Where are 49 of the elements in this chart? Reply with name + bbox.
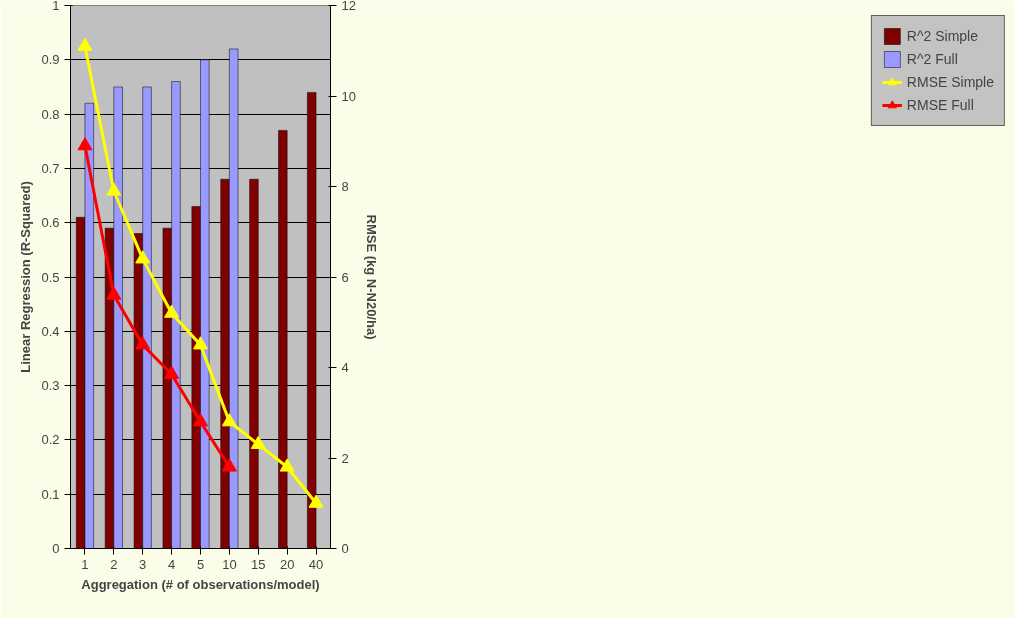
x-tick-label: 5 xyxy=(196,556,205,572)
y-tick-label: 0 xyxy=(52,541,60,556)
x-tick-label: 40 xyxy=(308,556,324,572)
y-tick-label: 0.6 xyxy=(41,215,60,231)
y2-tick-label: 12 xyxy=(341,0,356,13)
legend-label: RMSE Full xyxy=(906,97,974,113)
point xyxy=(193,413,208,427)
point xyxy=(164,304,180,318)
y-tick-label: 0.5 xyxy=(41,269,60,285)
x-tick-label: 15 xyxy=(251,556,266,572)
point xyxy=(308,494,324,508)
y-tick-label: 0.4 xyxy=(41,323,60,339)
y-tick-label: 0.2 xyxy=(41,432,60,448)
y2-tick-label: 8 xyxy=(341,179,349,194)
y2-tick-label: 10 xyxy=(341,88,356,104)
point xyxy=(77,37,93,51)
x-axis-title: Aggregation (# of observations/model) xyxy=(81,576,320,592)
point xyxy=(164,365,180,379)
x-tick-label: 10 xyxy=(222,556,237,572)
legend-label: R^2 Full xyxy=(906,51,958,67)
point xyxy=(77,137,93,151)
y2-tick-label: 0 xyxy=(341,541,349,556)
point xyxy=(135,336,151,350)
x-tick-label: 2 xyxy=(110,556,118,572)
y-tick-label: 0.9 xyxy=(41,52,60,68)
point xyxy=(193,336,208,350)
y-tick-label: 1 xyxy=(52,0,60,13)
legend-label: RMSE Simple xyxy=(906,74,994,90)
point xyxy=(106,286,122,300)
y-axis-title: Linear Regression (R-Squared) xyxy=(18,181,34,373)
y-tick-label: 0.3 xyxy=(41,378,60,394)
y2-tick-label: 6 xyxy=(341,269,349,285)
point xyxy=(135,250,151,264)
point xyxy=(221,458,237,472)
point xyxy=(279,458,295,472)
y2-axis-title: RMSE (kg N-N20/ha) xyxy=(363,214,379,340)
point xyxy=(221,413,237,427)
x-tick-label: 20 xyxy=(279,556,295,572)
x-tick-label: 1 xyxy=(81,556,89,572)
point xyxy=(250,435,266,449)
x-tick-label: 4 xyxy=(168,556,176,572)
y2-tick-label: 4 xyxy=(341,360,349,375)
y-tick-label: 0.8 xyxy=(41,106,60,122)
legend-label: R^2 Simple xyxy=(906,28,979,44)
x-tick-label: 3 xyxy=(139,556,147,572)
y2-tick-label: 2 xyxy=(341,450,349,466)
y-tick-label: 0.1 xyxy=(41,486,60,502)
point xyxy=(106,182,122,196)
y-tick-label: 0.7 xyxy=(41,160,60,176)
